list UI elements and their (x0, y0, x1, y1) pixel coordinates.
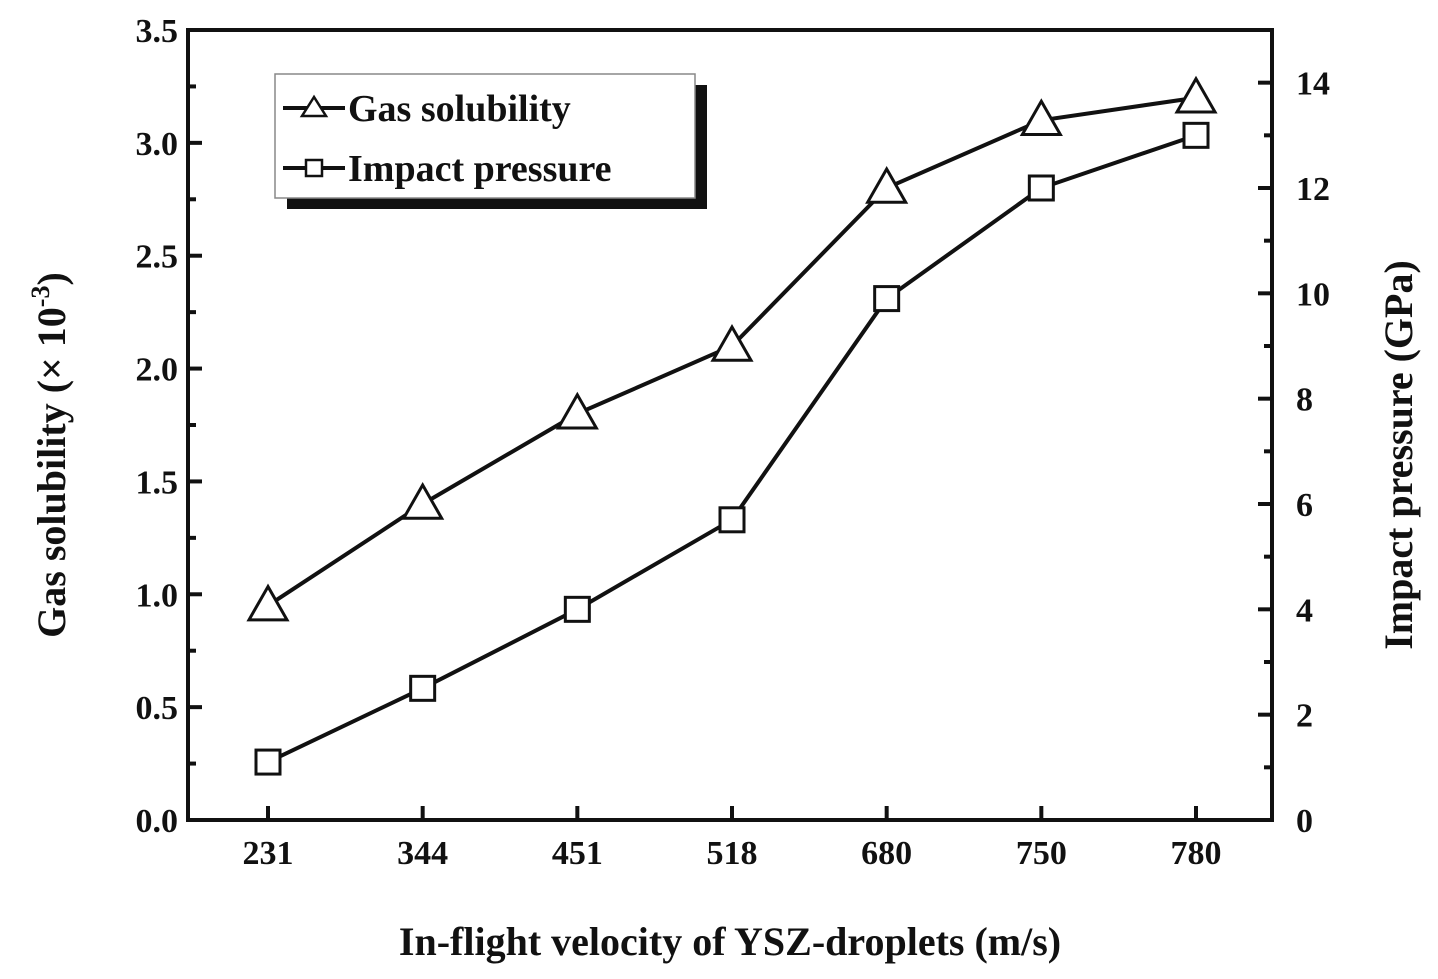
legend-marker-triangle (299, 94, 329, 118)
data-point (409, 674, 437, 702)
data-point (865, 165, 909, 204)
ticks: 231 344 451 518 680 750 7800.00.51.01.52.02.53… (136, 13, 1331, 872)
y-left-axis-title: Gas solubility (× 10-3) (26, 272, 74, 638)
y-left-tick-label: 0.5 (136, 690, 179, 727)
legend-label: Gas solubility (348, 88, 571, 130)
series-gas-solubility (246, 75, 1218, 622)
data-point (1027, 174, 1055, 202)
y-right-tick-label: 8 (1296, 382, 1313, 419)
series-layer (246, 75, 1218, 776)
data-point (873, 285, 901, 313)
y-left-tick-label: 0.0 (136, 803, 179, 840)
data-point (254, 748, 282, 776)
legend-box (274, 73, 696, 199)
data-point (718, 506, 746, 534)
y-right-tick-label: 12 (1296, 171, 1330, 208)
series-line (267, 133, 1197, 764)
data-point (246, 583, 290, 622)
y-left-tick-label: 2.5 (136, 239, 179, 276)
legend-label: Impact pressure (348, 148, 612, 190)
x-tick-label: 750 (1016, 835, 1067, 872)
y-right-tick-label: 0 (1296, 803, 1313, 840)
y-right-axis-title: Impact pressure (GPa) (1376, 260, 1421, 650)
y-left-tick-label: 3.0 (136, 126, 179, 163)
data-point (1019, 98, 1063, 137)
x-axis-title: In-flight velocity of YSZ-droplets (m/s) (399, 919, 1061, 964)
x-tick-label: 780 (1171, 835, 1222, 872)
y-left-axis-title-main: Gas solubility (× 10 (29, 307, 74, 638)
x-tick-label: 680 (861, 835, 912, 872)
y-left-axis-title-close: ) (29, 272, 74, 285)
y-left-axis-title-exp: -3 (26, 286, 55, 308)
x-tick-label: 231 (243, 835, 294, 872)
data-point (555, 391, 599, 430)
y-right-tick-label: 4 (1296, 592, 1313, 629)
data-point (1182, 121, 1210, 149)
x-tick-label: 518 (707, 835, 758, 872)
y-right-tick-label: 2 (1296, 698, 1313, 735)
y-left-tick-label: 1.5 (136, 464, 179, 501)
legend: Gas solubility Impact pressure (274, 73, 707, 209)
legend-marker-square (304, 158, 324, 178)
y-right-tick-label: 6 (1296, 487, 1313, 524)
legend-items: Gas solubility Impact pressure (283, 88, 612, 190)
y-right-tick-label: 10 (1296, 276, 1330, 313)
data-point (401, 481, 445, 520)
y-left-tick-label: 1.0 (136, 577, 179, 614)
y-right-tick-label: 14 (1296, 66, 1330, 103)
y-left-tick-label: 3.5 (136, 13, 179, 50)
data-point (563, 595, 591, 623)
series-impact-pressure (254, 121, 1210, 776)
data-point (1174, 75, 1218, 114)
x-tick-label: 451 (552, 835, 603, 872)
data-point (710, 323, 754, 362)
x-tick-label: 344 (397, 835, 448, 872)
y-left-tick-label: 2.0 (136, 352, 179, 389)
